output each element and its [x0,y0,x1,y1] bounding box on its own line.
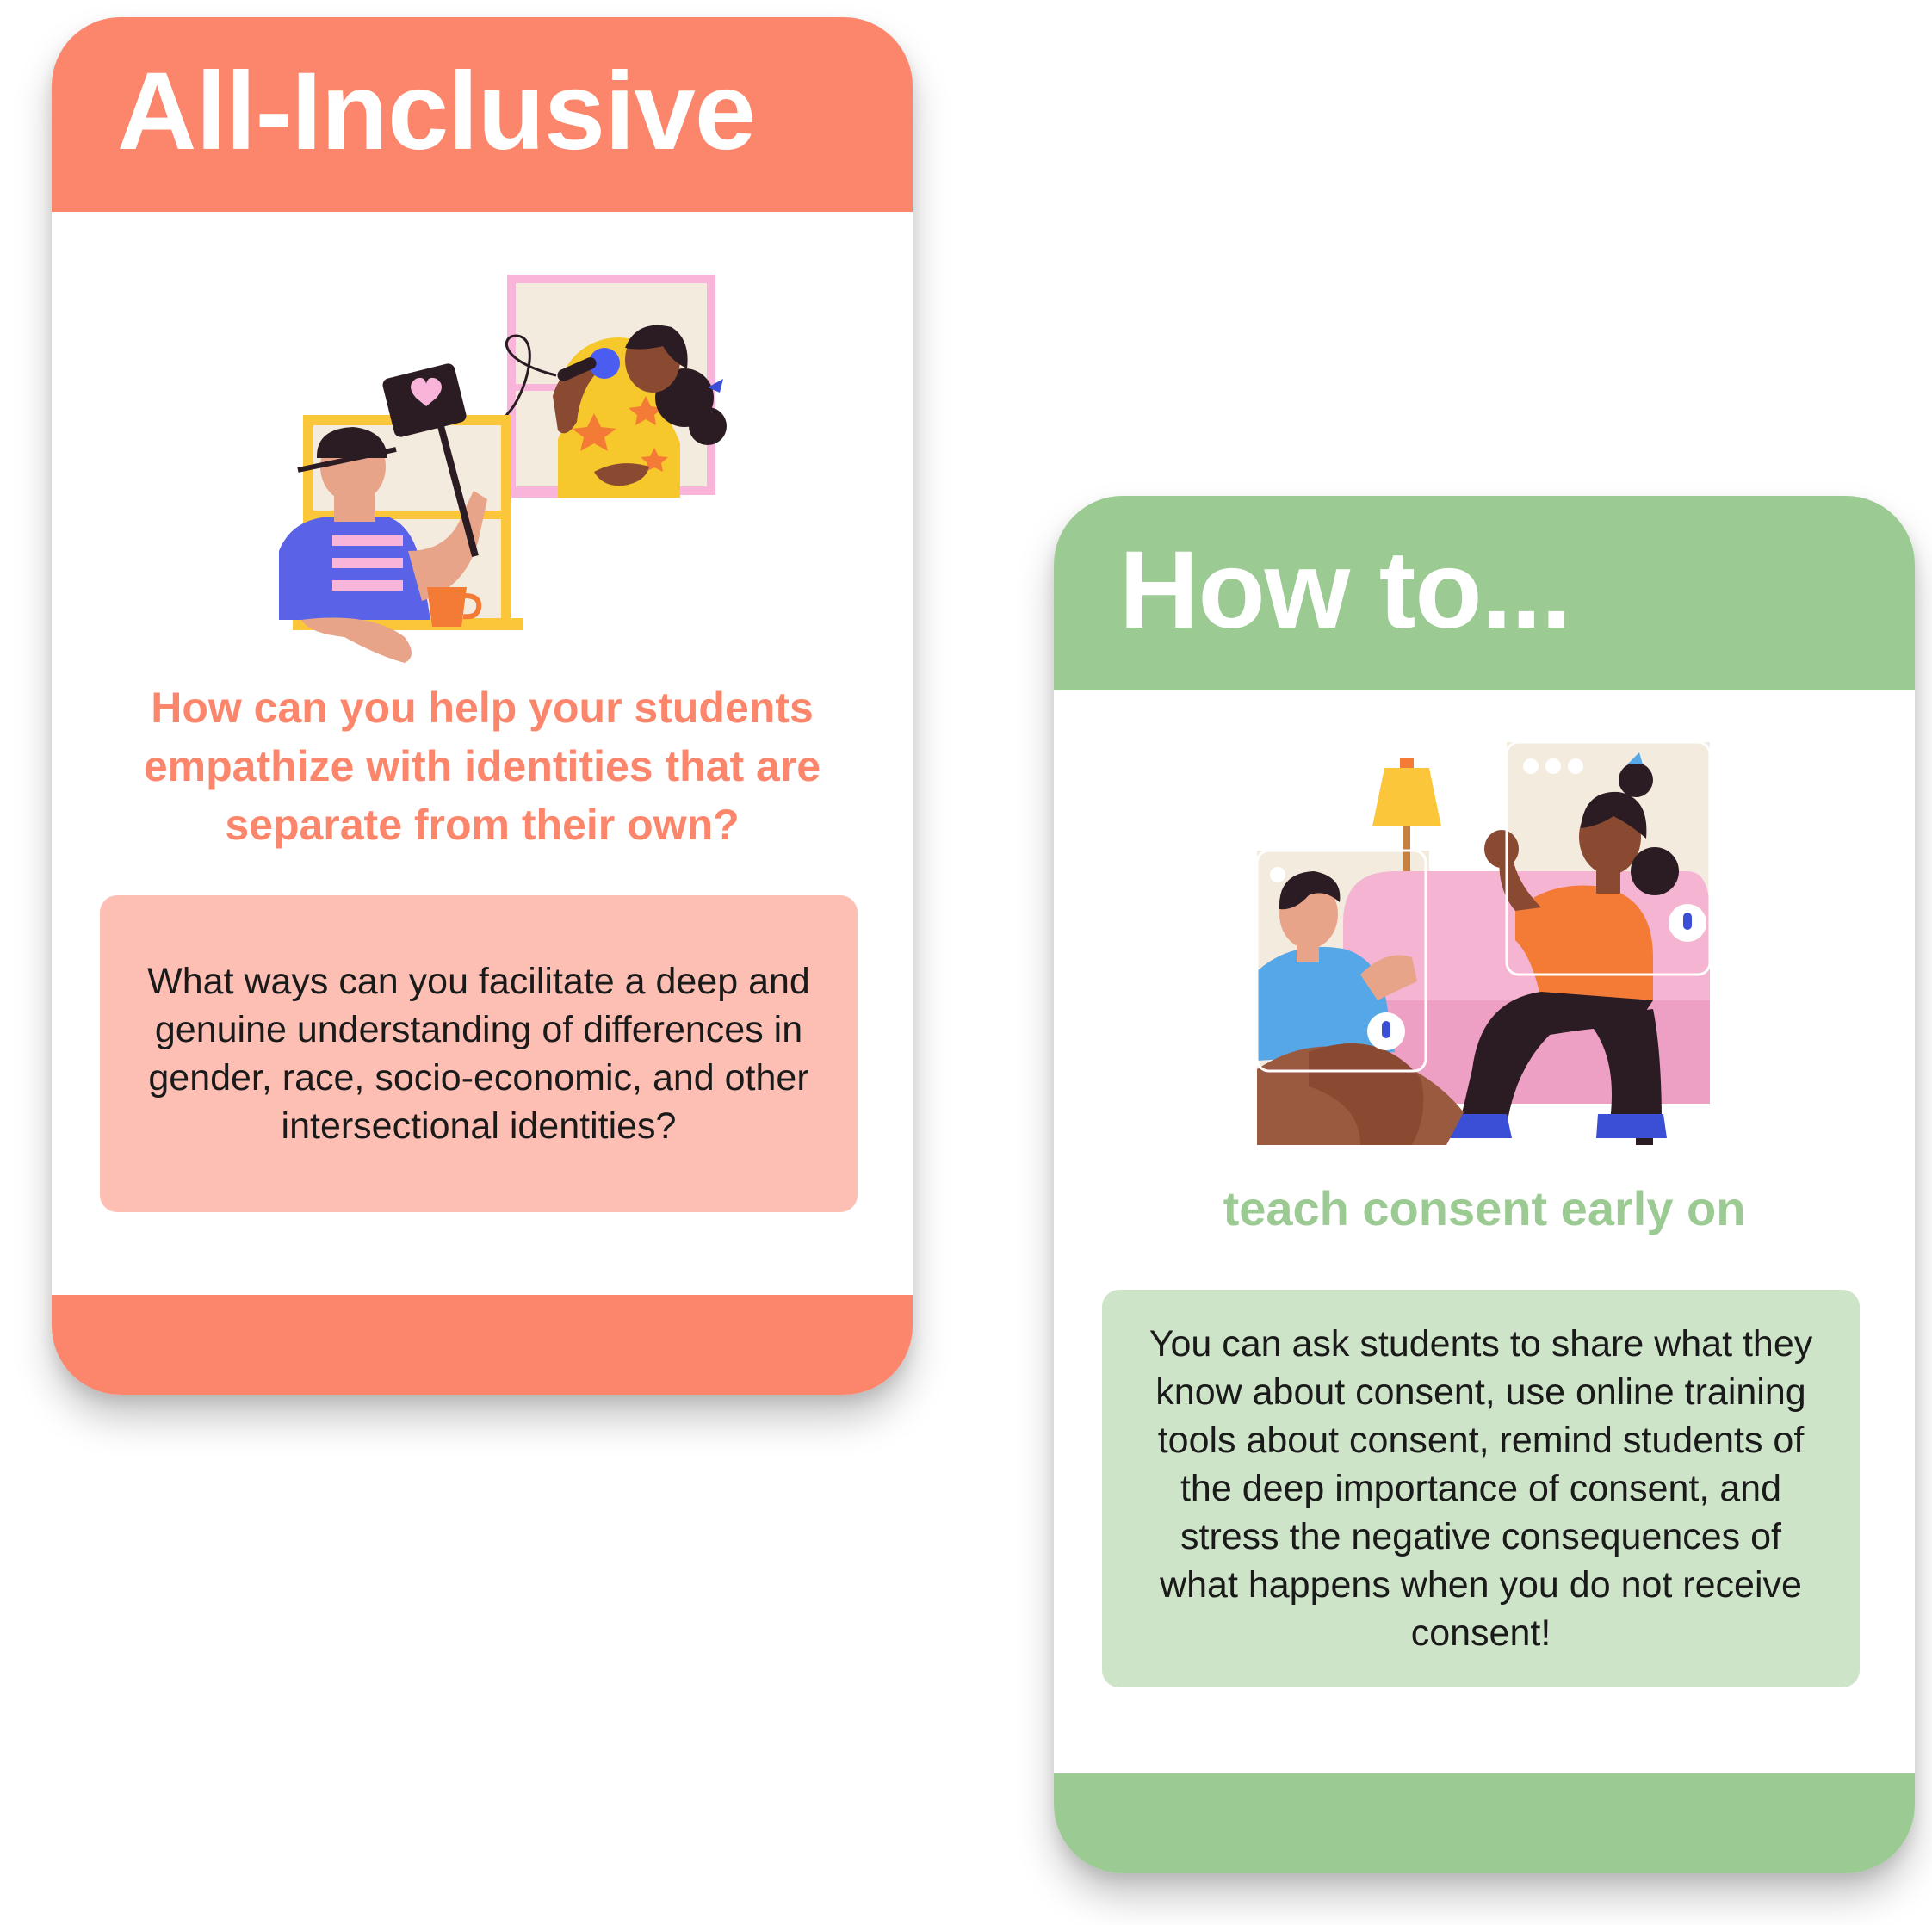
card-all-inclusive: All-Inclusive [52,17,913,1395]
answer-text: What ways can you facilitate a deep and … [147,961,810,1147]
card-footer [1054,1773,1915,1873]
card-title: All-Inclusive [117,50,756,173]
answer-box: You can ask students to share what they … [1102,1290,1860,1687]
card-title: How to... [1119,529,1571,652]
card-question: How can you help your students empathize… [143,684,821,849]
video-call-couch-illustration [1257,742,1710,1145]
card-how-to: How to... [1054,496,1915,1873]
card-question: teach consent early on [1223,1181,1746,1235]
card-footer [52,1295,913,1395]
window-neighbors-illustration [279,275,727,663]
answer-text: You can ask students to share what they … [1149,1323,1813,1654]
card-header: All-Inclusive [52,17,913,212]
card-header: How to... [1054,496,1915,690]
answer-box: What ways can you facilitate a deep and … [100,895,858,1212]
